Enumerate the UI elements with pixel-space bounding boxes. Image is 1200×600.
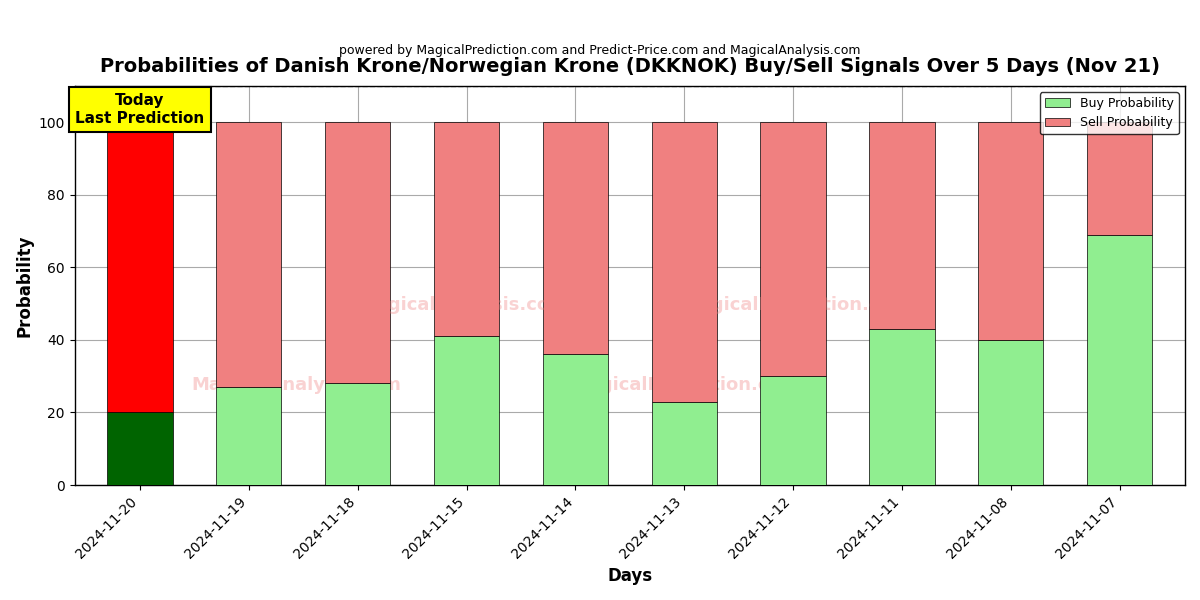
Bar: [434, 122, 499, 336]
Text: MagicalAnalysis.com: MagicalAnalysis.com: [359, 296, 569, 314]
Bar: [978, 122, 1044, 340]
Bar: [325, 383, 390, 485]
Bar: [1087, 235, 1152, 485]
Y-axis label: Probability: Probability: [16, 234, 34, 337]
Bar: [978, 340, 1044, 485]
Text: MagicalAnalysis.com: MagicalAnalysis.com: [192, 376, 402, 394]
Bar: [761, 376, 826, 485]
Bar: [1087, 122, 1152, 235]
Bar: [652, 401, 716, 485]
Bar: [216, 122, 282, 387]
Bar: [107, 122, 173, 412]
Bar: [761, 122, 826, 376]
Legend: Buy Probability, Sell Probability: Buy Probability, Sell Probability: [1040, 92, 1178, 134]
Bar: [542, 355, 608, 485]
Bar: [107, 412, 173, 485]
Text: Today
Last Prediction: Today Last Prediction: [76, 93, 204, 125]
Text: powered by MagicalPrediction.com and Predict-Price.com and MagicalAnalysis.com: powered by MagicalPrediction.com and Pre…: [340, 44, 860, 57]
Bar: [869, 122, 935, 329]
Title: Probabilities of Danish Krone/Norwegian Krone (DKKNOK) Buy/Sell Signals Over 5 D: Probabilities of Danish Krone/Norwegian …: [100, 57, 1160, 76]
Bar: [325, 122, 390, 383]
Bar: [434, 336, 499, 485]
Text: MagicalPrediction.com: MagicalPrediction.com: [570, 376, 800, 394]
Bar: [216, 387, 282, 485]
Text: MagicalPrediction.com: MagicalPrediction.com: [682, 296, 911, 314]
X-axis label: Days: Days: [607, 567, 653, 585]
Bar: [869, 329, 935, 485]
Bar: [542, 122, 608, 355]
Bar: [652, 122, 716, 401]
